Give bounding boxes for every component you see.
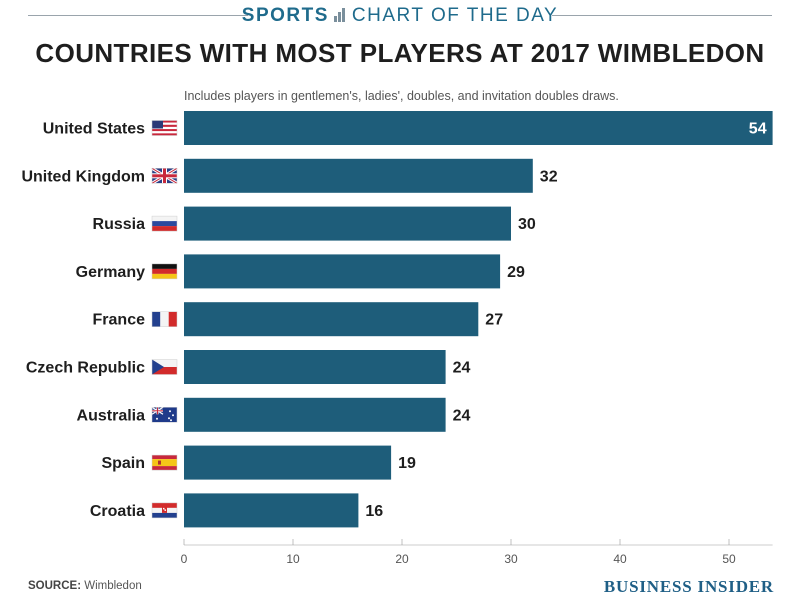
- value-label: 29: [507, 264, 525, 281]
- chart-glyph-icon: [333, 8, 348, 22]
- category-label: Germany: [76, 264, 145, 281]
- chart-subtitle: Includes players in gentlemen's, ladies'…: [184, 89, 619, 103]
- x-tick-label: 50: [722, 552, 736, 566]
- value-label: 54: [749, 121, 767, 138]
- category-label: United Kingdom: [21, 168, 145, 185]
- australia-flag-icon: [151, 406, 178, 423]
- category-label: France: [93, 312, 146, 329]
- kicker-label: CHART OF THE DAY: [351, 5, 559, 26]
- croatia-flag-icon: [151, 502, 178, 519]
- chart-kicker: SPORTS CHART OF THE DAY: [0, 3, 800, 27]
- bar: [184, 206, 511, 241]
- x-tick-label: 0: [181, 552, 188, 566]
- value-label: 32: [540, 168, 558, 185]
- value-label: 30: [518, 216, 536, 233]
- bar: [184, 254, 501, 289]
- x-tick-label: 30: [504, 552, 518, 566]
- value-label: 24: [453, 407, 471, 424]
- kicker-rule-left: [28, 15, 248, 16]
- x-tick-label: 10: [286, 552, 300, 566]
- us-flag-icon: [151, 120, 178, 136]
- label-layer: United States 54 United Kingdom 32 Russia 30 G…: [21, 121, 766, 520]
- bar: [184, 445, 392, 480]
- x-tick-label: 40: [613, 552, 627, 566]
- bar: [184, 111, 773, 145]
- bar: [184, 302, 479, 337]
- bar: [184, 493, 359, 528]
- category-label: Australia: [77, 407, 146, 424]
- x-tick-label: 20: [395, 552, 409, 566]
- kicker-rule-right: [552, 15, 772, 16]
- value-label: 27: [485, 312, 503, 329]
- source-label: SOURCE:: [28, 580, 82, 592]
- source-note: SOURCE: Wimbledon: [28, 580, 142, 592]
- value-label: 24: [453, 360, 471, 377]
- category-label: Russia: [93, 216, 146, 233]
- kicker-text: SPORTS CHART OF THE DAY: [0, 5, 800, 27]
- value-label: 16: [365, 503, 383, 520]
- germany-flag-icon: [151, 263, 178, 280]
- bar-layer: [184, 111, 773, 528]
- brand-logo: BUSINESS INSIDER: [603, 577, 774, 596]
- category-label: Croatia: [90, 503, 145, 520]
- russia-flag-icon: [151, 215, 178, 232]
- x-axis: 0 10 20 30 40 50: [181, 539, 773, 566]
- kicker-section: SPORTS: [241, 5, 329, 26]
- flag-layer: [151, 120, 178, 519]
- chart-title: COUNTRIES WITH MOST PLAYERS AT 2017 WIMB…: [35, 38, 765, 68]
- bar: [184, 158, 533, 193]
- value-label: 19: [398, 455, 416, 472]
- uk-flag-icon: [151, 167, 178, 185]
- bar: [184, 397, 446, 432]
- bar: [184, 350, 446, 384]
- category-label: United States: [43, 121, 145, 138]
- source-value: Wimbledon: [81, 580, 142, 592]
- category-label: Spain: [101, 455, 145, 472]
- spain-flag-icon: [151, 454, 178, 471]
- france-flag-icon: [151, 311, 178, 327]
- category-label: Czech Republic: [26, 360, 145, 377]
- czech-flag-icon: [151, 359, 178, 375]
